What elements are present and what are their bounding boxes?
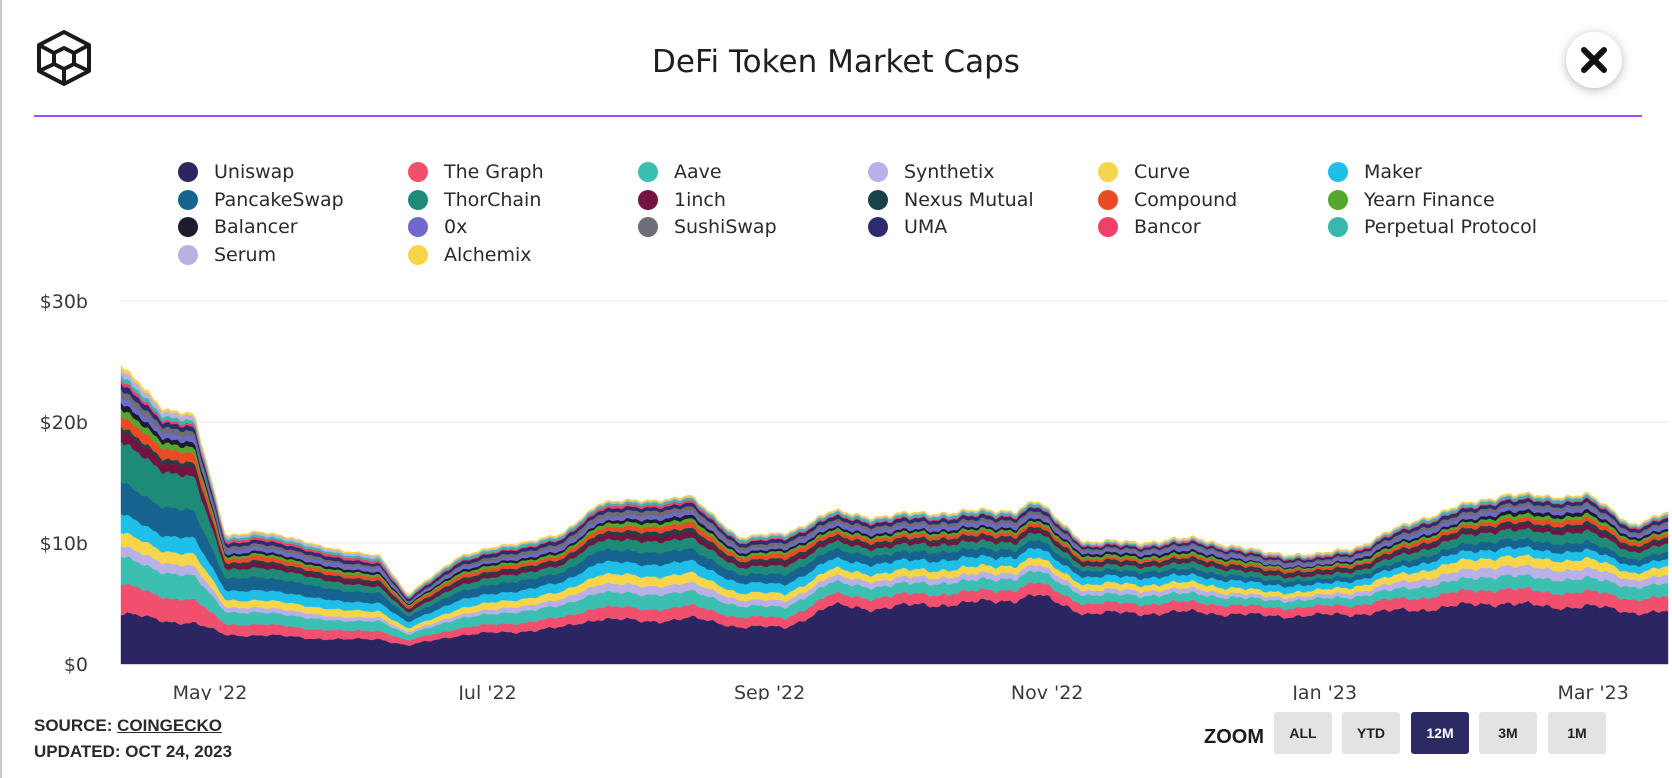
card-border [0, 0, 2, 778]
legend-item[interactable]: UMA [868, 216, 947, 238]
y-tick-label: $20b [40, 412, 88, 434]
stacked-area-chart: $0 $10b $20b $30b May '22 Jul '22 Sep '22 Nov '… [40, 291, 1669, 700]
legend-item[interactable]: Yearn Finance [1328, 189, 1495, 211]
block-logo-icon [37, 30, 91, 86]
zoom-button-1m[interactable]: 1M [1548, 712, 1606, 754]
legend-label: Uniswap [214, 161, 295, 183]
source-link[interactable]: COINGECKO [117, 716, 222, 735]
title-divider [34, 115, 1642, 117]
legend-item[interactable]: SushiSwap [638, 216, 777, 238]
legend-item[interactable]: PancakeSwap [178, 189, 344, 211]
legend-item[interactable]: Maker [1328, 161, 1422, 183]
legend-item[interactable]: Compound [1098, 189, 1237, 211]
legend-dot [408, 217, 428, 237]
legend-label: 1inch [674, 188, 726, 211]
y-tick-label: $30b [40, 291, 88, 313]
legend-item[interactable]: The Graph [408, 161, 544, 183]
legend-label: The Graph [444, 161, 544, 183]
source-prefix: SOURCE: [34, 716, 113, 735]
source-block: SOURCE: COINGECKO UPDATED: OCT 24, 2023 [34, 713, 232, 765]
legend-dot [178, 189, 198, 210]
area-layers [120, 364, 1669, 665]
legend-label: Maker [1364, 161, 1422, 183]
close-button[interactable] [1566, 32, 1622, 88]
legend-item[interactable]: Serum [178, 244, 276, 266]
series-area [120, 364, 1669, 596]
close-icon [1581, 47, 1607, 73]
legend-dot [868, 189, 888, 210]
legend-item[interactable]: Perpetual Protocol [1328, 216, 1537, 238]
legend-label: Bancor [1134, 216, 1201, 238]
zoom-button-3m[interactable]: 3M [1479, 712, 1537, 754]
legend-item[interactable]: Balancer [178, 216, 298, 238]
legend-label: Aave [674, 161, 722, 183]
legend-dot [178, 244, 198, 265]
legend-label: 0x [444, 216, 468, 238]
legend-dot [1328, 217, 1348, 237]
legend-dot [638, 189, 658, 210]
legend-label: PancakeSwap [214, 188, 344, 211]
y-tick-label: $10b [40, 533, 88, 555]
x-tick-label: Mar '23 [1558, 682, 1629, 700]
legend-dot [1098, 189, 1118, 210]
legend-label: Compound [1134, 188, 1238, 211]
legend-label: UMA [904, 216, 948, 238]
x-tick-label: Jul '22 [457, 682, 516, 700]
zoom-label: ZOOM [1204, 726, 1264, 748]
legend-dot [868, 162, 888, 182]
x-tick-label: Jan '23 [1291, 682, 1357, 700]
legend-item[interactable]: 0x [408, 216, 467, 238]
legend-dot [638, 217, 658, 237]
legend-label: Alchemix [444, 243, 532, 266]
x-tick-label: Nov '22 [1011, 682, 1084, 700]
legend-label: Balancer [214, 216, 298, 238]
legend-label: Serum [214, 243, 277, 266]
legend-label: Synthetix [904, 161, 995, 183]
legend-label: SushiSwap [674, 216, 777, 238]
legend-dot [178, 162, 198, 182]
legend-dot [408, 162, 428, 182]
y-tick-label: $0 [64, 654, 88, 676]
x-tick-label: May '22 [173, 682, 248, 700]
legend-dot [178, 217, 198, 237]
x-tick-label: Sep '22 [734, 682, 805, 700]
legend-dot [638, 162, 658, 182]
zoom-button-all[interactable]: ALL [1274, 712, 1332, 754]
legend-item[interactable]: Alchemix [408, 244, 532, 266]
chart-title: DeFi Token Market Caps [652, 44, 1020, 80]
legend-item[interactable]: Nexus Mutual [868, 189, 1034, 211]
legend-item[interactable]: Aave [638, 161, 722, 183]
legend-item[interactable]: Uniswap [178, 161, 294, 183]
legend-dot [1098, 162, 1118, 182]
legend-label: Curve [1134, 161, 1191, 183]
legend-dot [1328, 162, 1348, 182]
legend-label: ThorChain [444, 188, 542, 211]
legend-dot [408, 189, 428, 210]
legend-dot [1328, 189, 1348, 210]
legend-dot [868, 217, 888, 237]
legend-item[interactable]: Bancor [1098, 216, 1201, 238]
legend-item[interactable]: Synthetix [868, 161, 995, 183]
legend-label: Nexus Mutual [904, 188, 1034, 211]
legend-label: Perpetual Protocol [1364, 216, 1538, 238]
updated-date: UPDATED: OCT 24, 2023 [34, 742, 233, 761]
zoom-button-12m[interactable]: 12M [1411, 712, 1469, 754]
legend-item[interactable]: ThorChain [408, 189, 541, 211]
legend-dot [408, 244, 428, 265]
legend-item[interactable]: Curve [1098, 161, 1190, 183]
legend-item[interactable]: 1inch [638, 189, 726, 211]
legend-label: Yearn Finance [1364, 188, 1495, 211]
legend-dot [1098, 217, 1118, 237]
zoom-button-ytd[interactable]: YTD [1342, 712, 1400, 754]
